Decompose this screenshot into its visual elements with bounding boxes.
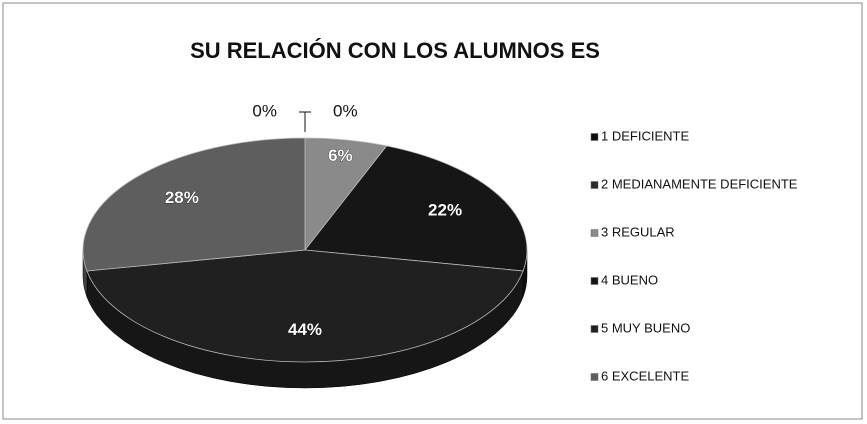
legend-swatch	[590, 373, 599, 381]
chart-title: SU RELACIÓN CON LOS ALUMNOS ES	[190, 38, 600, 63]
data-label: 0%	[252, 101, 277, 120]
leader-line	[304, 111, 311, 132]
pie-slice	[82, 137, 306, 272]
pie: 0% 0% 6% 22% 44% 28%	[82, 101, 528, 389]
data-label: 44%	[288, 320, 322, 339]
pie-slice	[304, 145, 528, 272]
legend-label: 5 MUY BUENO	[601, 320, 690, 335]
data-label: 0%	[333, 101, 358, 120]
legend-label: 4 BUENO	[601, 272, 658, 287]
legend-label: 6 EXCELENTE	[601, 368, 689, 383]
legend-swatch	[590, 325, 599, 333]
legend-swatch	[590, 181, 599, 189]
data-label: 28%	[165, 188, 199, 207]
data-label: 6%	[328, 146, 353, 165]
legend-swatch	[590, 229, 599, 237]
legend-label: 1 DEFICIENTE	[601, 128, 689, 143]
legend-swatch	[590, 277, 599, 285]
legend: 1 DEFICIENTE 2 MEDIANAMENTE DEFICIENTE 3 R…	[590, 128, 798, 383]
legend-label: 3 REGULAR	[601, 224, 675, 239]
legend-label: 2 MEDIANAMENTE DEFICIENTE	[601, 176, 798, 191]
data-label: 22%	[428, 201, 462, 220]
legend-swatch	[590, 133, 599, 141]
pie-slice	[86, 249, 524, 363]
